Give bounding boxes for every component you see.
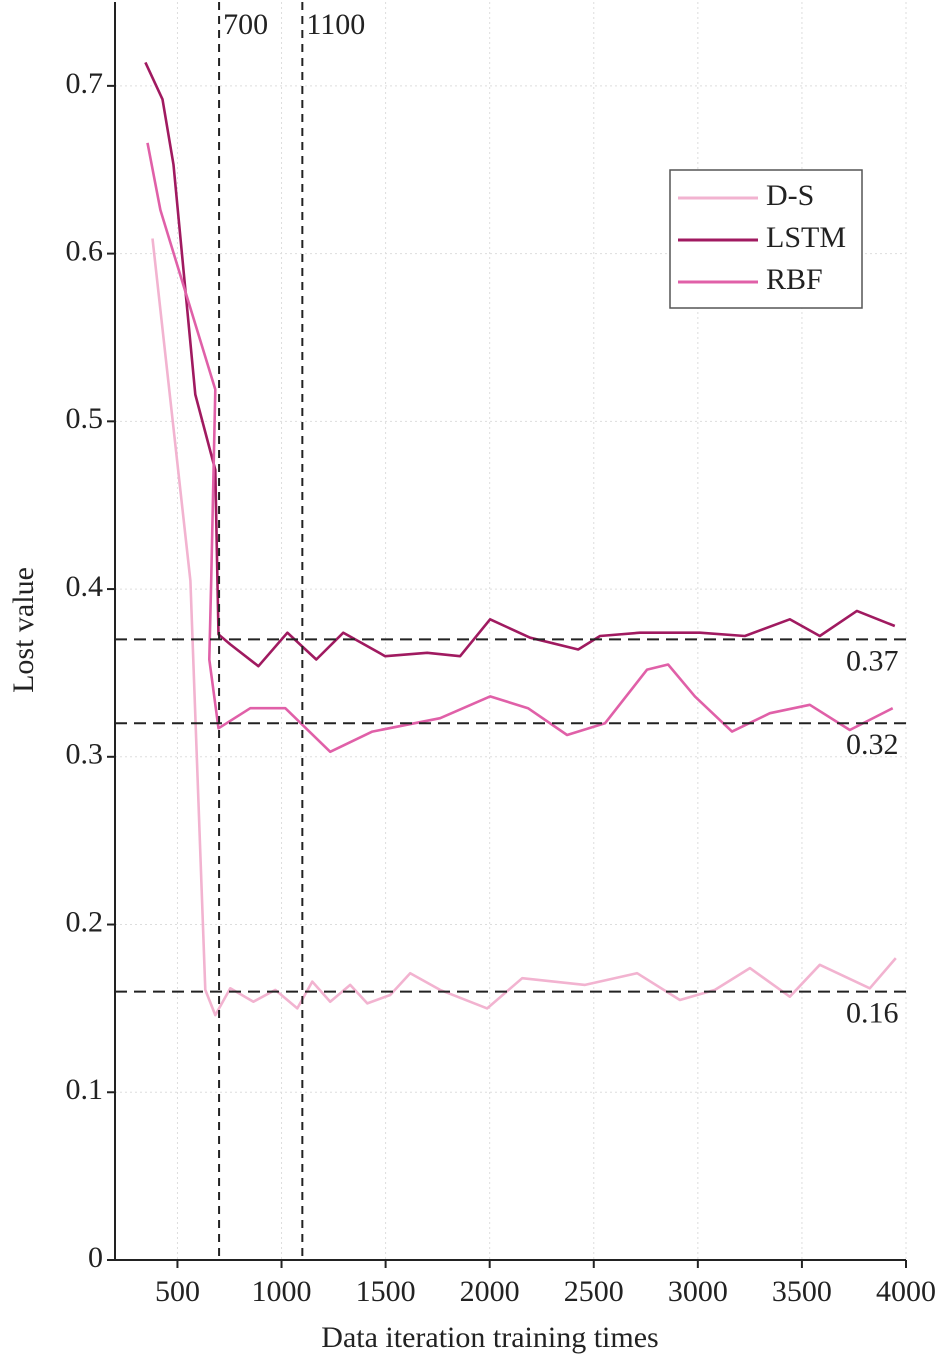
x-tick-label: 500 xyxy=(155,1275,200,1308)
y-tick-label: 0.6 xyxy=(66,234,104,267)
reference-label: 0.16 xyxy=(846,997,899,1030)
line-series xyxy=(146,142,894,754)
x-tick-label: 1000 xyxy=(252,1275,312,1308)
y-tick-label: 0.5 xyxy=(66,402,104,435)
x-tick-label: 3000 xyxy=(668,1275,728,1308)
grid xyxy=(115,2,907,1261)
y-tick-label: 0.7 xyxy=(66,67,104,100)
x-axis-label: Data iteration training times xyxy=(321,1321,658,1354)
plot-area xyxy=(144,61,897,1017)
x-tick-label: 3500 xyxy=(772,1275,832,1308)
y-tick-label: 0.4 xyxy=(66,570,104,603)
reference-label: 700 xyxy=(223,8,268,41)
x-tick-label: 2000 xyxy=(460,1275,520,1308)
legend-label: D-S xyxy=(766,179,814,212)
y-tick-label: 0.3 xyxy=(66,738,104,771)
line-series xyxy=(144,61,896,668)
reference-label: 0.32 xyxy=(846,728,899,761)
x-tick-label: 2500 xyxy=(564,1275,624,1308)
legend-label: LSTM xyxy=(766,221,846,254)
reference-label: 0.37 xyxy=(846,644,899,677)
x-tick-label: 4000 xyxy=(876,1275,936,1308)
y-tick-label: 0.1 xyxy=(66,1073,104,1106)
line-series xyxy=(151,238,897,1017)
x-tick-label: 1500 xyxy=(356,1275,416,1308)
y-tick-label: 0 xyxy=(88,1241,103,1274)
y-tick-label: 0.2 xyxy=(66,905,104,938)
reference-label: 1100 xyxy=(306,8,365,41)
y-axis-label: Lost value xyxy=(7,567,40,693)
legend-label: RBF xyxy=(766,263,823,296)
